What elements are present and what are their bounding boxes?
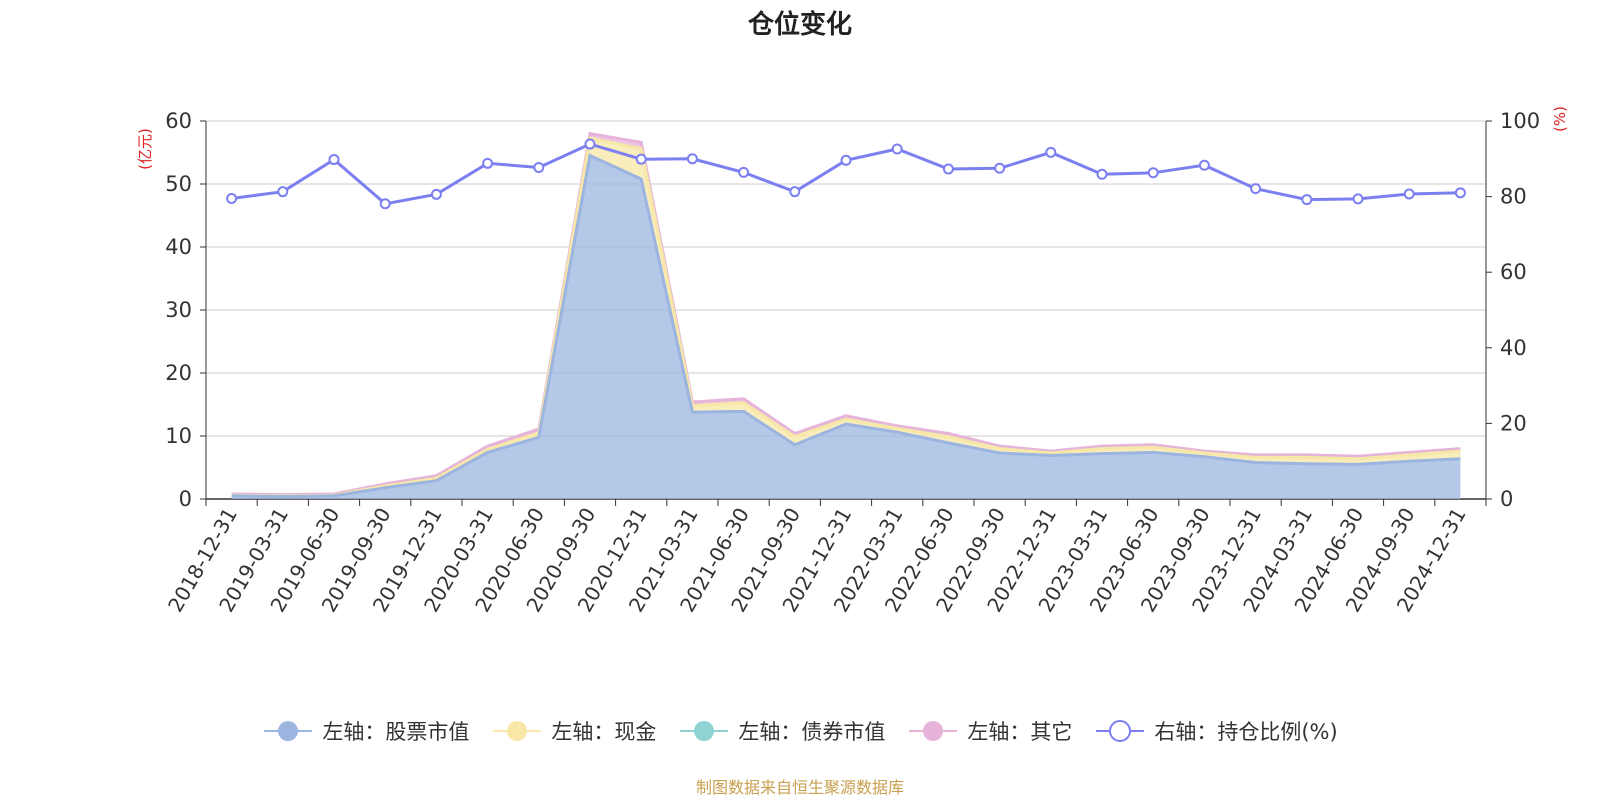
ratio-point xyxy=(328,154,340,166)
legend-item[interactable]: 左轴：债券市值 xyxy=(678,716,885,746)
legend-item[interactable]: 左轴：其它 xyxy=(907,716,1072,746)
ratio-point xyxy=(1147,167,1159,179)
source-note: 制图数据来自恒生聚源数据库 xyxy=(695,778,904,797)
right-tick-label: 0 xyxy=(1500,487,1513,511)
area-series-line xyxy=(231,153,1461,499)
right-tick-label: 20 xyxy=(1500,411,1527,435)
legend-label: 左轴：现金 xyxy=(551,720,657,744)
ratio-point xyxy=(942,163,954,175)
ratio-point xyxy=(277,186,289,198)
ratio-point xyxy=(1301,194,1313,206)
right-tick-label: 60 xyxy=(1500,260,1527,284)
legend-swatch-icon xyxy=(1096,720,1145,742)
right-tick-label: 40 xyxy=(1500,336,1527,360)
ratio-point xyxy=(635,153,647,165)
legend-item[interactable]: 左轴：股票市值 xyxy=(262,716,469,746)
ratio-point xyxy=(1454,187,1466,199)
ratio-point xyxy=(738,166,750,178)
ratio-point xyxy=(994,162,1006,174)
ratio-point xyxy=(533,161,545,173)
chart-title: 仓位变化 xyxy=(747,10,852,40)
right-tick-label: 80 xyxy=(1500,185,1527,209)
ratio-point xyxy=(1352,193,1364,205)
left-tick-label: 50 xyxy=(165,172,192,196)
ratio-point xyxy=(430,188,442,200)
ratio-point xyxy=(1045,146,1057,158)
left-tick-label: 10 xyxy=(165,424,192,448)
ratio-point xyxy=(686,153,698,165)
area-series-line xyxy=(231,131,1461,497)
legend-item[interactable]: 左轴：现金 xyxy=(491,716,656,746)
ratio-point xyxy=(226,192,238,204)
legend-label: 左轴：股票市值 xyxy=(322,720,470,744)
ratio-series-line xyxy=(231,142,1461,206)
legend-label: 左轴：债券市值 xyxy=(738,720,886,744)
chart-legend: 左轴：股票市值 左轴：现金 左轴：债券市值 左轴：其它 右轴：持仓比例(%) xyxy=(0,716,1600,746)
right-axis-unit: (%) xyxy=(1551,106,1569,132)
ratio-point xyxy=(1198,159,1210,171)
area-series-fill xyxy=(231,138,1461,497)
left-axis-unit: (亿元) xyxy=(136,128,154,170)
right-tick-label: 100 xyxy=(1500,109,1540,133)
left-tick-label: 0 xyxy=(179,487,192,511)
left-tick-label: 40 xyxy=(165,235,192,259)
legend-swatch-icon xyxy=(493,721,542,741)
left-tick-label: 30 xyxy=(165,298,192,322)
left-tick-label: 20 xyxy=(165,361,192,385)
area-series-line xyxy=(231,136,1461,498)
left-tick-label: 60 xyxy=(165,109,192,133)
ratio-point xyxy=(482,157,494,169)
legend-label: 右轴：持仓比例(%) xyxy=(1154,720,1338,744)
legend-swatch-icon xyxy=(264,721,313,741)
chart-plot: 0102030405060020406080100(亿元)(%)2018-12-… xyxy=(136,106,1569,616)
legend-label: 左轴：其它 xyxy=(967,720,1073,744)
ratio-point xyxy=(1096,168,1108,180)
ratio-point xyxy=(584,138,596,150)
area-series-fill xyxy=(231,155,1461,499)
legend-swatch-icon xyxy=(909,721,958,741)
ratio-point xyxy=(840,154,852,166)
ratio-point xyxy=(891,143,903,155)
legend-item[interactable]: 右轴：持仓比例(%) xyxy=(1094,716,1338,746)
ratio-point xyxy=(789,186,801,198)
ratio-point xyxy=(1250,183,1262,195)
ratio-point xyxy=(379,198,391,210)
legend-swatch-icon xyxy=(680,721,729,741)
ratio-point xyxy=(1403,188,1415,200)
